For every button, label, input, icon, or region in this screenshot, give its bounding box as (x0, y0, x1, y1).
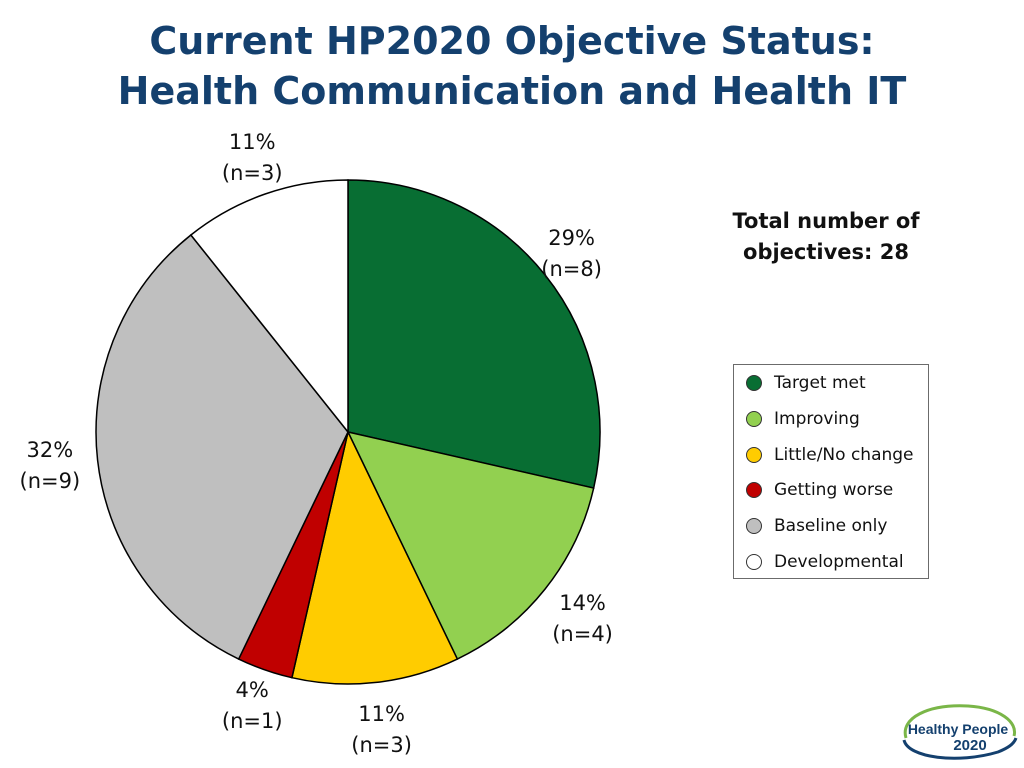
total-objectives: Total number of objectives: 28 (706, 206, 946, 268)
slice-label: 11% (n=3) (212, 127, 292, 189)
slice-count: (n=4) (552, 622, 613, 647)
total-label-line-1: Total number of (732, 209, 920, 233)
legend-item: Baseline only (746, 514, 887, 538)
slice-label: 11% (n=3) (342, 699, 422, 761)
legend-item: Improving (746, 407, 860, 431)
slice-count: (n=3) (221, 161, 283, 186)
chart-title: Current HP2020 Objective Status: Health … (0, 16, 1024, 116)
slice-label: 4% (n=1) (212, 675, 292, 737)
legend-swatch (746, 518, 762, 535)
legend-swatch (746, 554, 762, 570)
slice-percent: 14% (559, 591, 606, 616)
legend-label: Improving (774, 408, 860, 429)
legend-swatch (746, 410, 762, 427)
pie-slice-baseline-only (95, 233, 349, 661)
pie-slice-improving (346, 430, 595, 661)
total-label-line-2: objectives: 28 (743, 240, 909, 264)
slice-percent: 29% (548, 225, 595, 250)
slice-label: 29% (n=8) (532, 223, 612, 285)
legend-swatch (746, 446, 762, 463)
slice-percent: 11% (228, 130, 276, 155)
legend-label: Little/No change (774, 444, 914, 465)
legend-swatch (746, 375, 762, 391)
legend-swatch (746, 482, 762, 499)
slice-percent: 4% (235, 677, 269, 702)
slice-count: (n=1) (221, 708, 283, 733)
legend-label: Getting worse (774, 480, 894, 501)
legend-item: Getting worse (746, 478, 893, 502)
legend-item: Target met (746, 371, 866, 395)
logo-line-2: 2020 (953, 737, 986, 754)
legend-label: Baseline only (774, 516, 888, 537)
slice-count: (n=8) (541, 256, 602, 281)
slice-count: (n=9) (19, 468, 81, 493)
legend-label: Target met (774, 373, 866, 393)
legend-item: Developmental (746, 550, 904, 574)
chart-title-line-1: Current HP2020 Objective Status: (149, 19, 875, 63)
logo-line-1: Healthy People (908, 721, 1009, 737)
slice-count: (n=3) (351, 733, 412, 758)
slice-percent: 32% (26, 437, 74, 462)
chart-title-line-2: Health Communication and Health IT (117, 69, 907, 113)
slice-label: 32% (n=9) (10, 435, 90, 497)
legend-label: Developmental (774, 552, 904, 572)
pie-slice-developmental (189, 179, 349, 435)
healthy-people-2020-logo: Healthy People 2020 (902, 704, 1018, 760)
slice-label: 14% (n=4) (543, 588, 623, 650)
pie-slice-little-no-change (291, 429, 459, 685)
legend-item: Little/No change (746, 443, 914, 467)
slice-percent: 11% (358, 702, 405, 727)
chart-legend: Target met Improving Little/No change Getti… (733, 364, 929, 579)
pie-slice-target-met (347, 179, 601, 489)
